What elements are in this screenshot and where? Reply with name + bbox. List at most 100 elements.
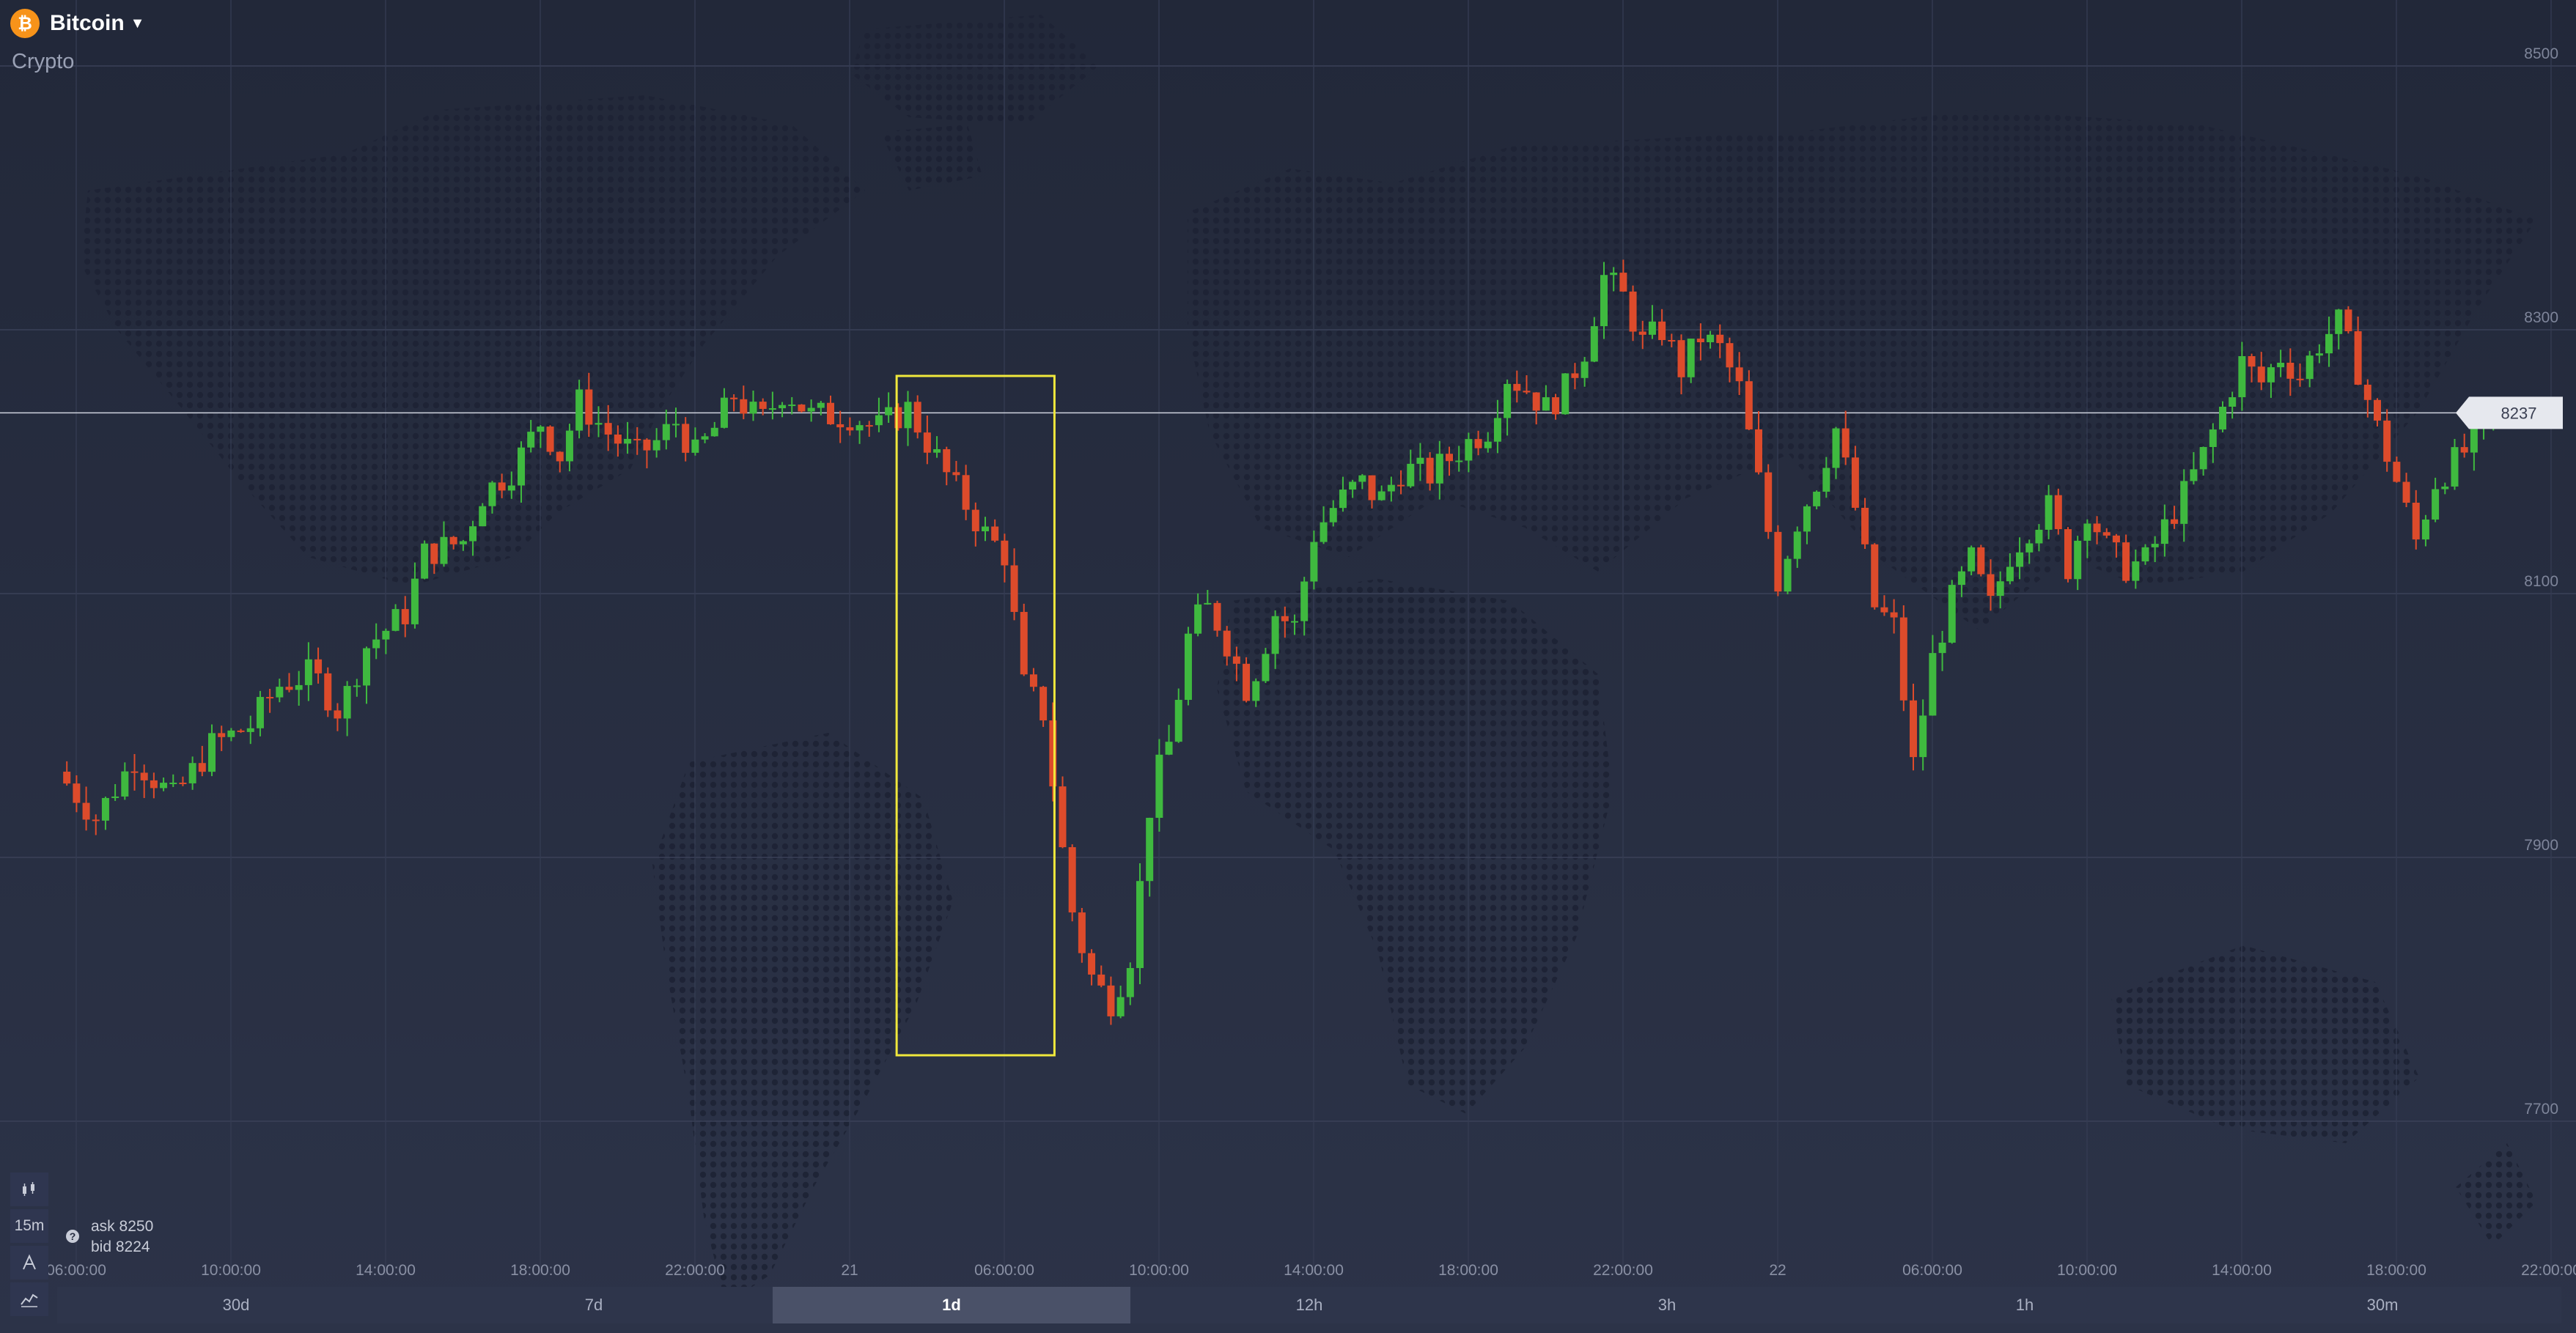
candle-body <box>1590 326 1598 362</box>
candle-body <box>1291 621 1298 623</box>
help-icon[interactable]: ? <box>66 1230 79 1243</box>
candle-body <box>1687 339 1695 377</box>
candle-body <box>1658 321 1666 341</box>
x-tick-label: 21 <box>841 1262 858 1279</box>
period-12h-button[interactable]: 12h <box>1295 1296 1323 1314</box>
candle-body <box>1919 715 1927 758</box>
drawing-tool-icon[interactable] <box>10 1246 48 1280</box>
period-7d-button[interactable]: 7d <box>584 1296 603 1314</box>
candle-body <box>1938 642 1946 654</box>
candle-body <box>604 423 612 435</box>
candle-body <box>1339 490 1347 509</box>
x-tick-label: 22 <box>1769 1262 1786 1279</box>
candle-body <box>1204 602 1212 605</box>
candle-body <box>1764 472 1773 532</box>
candle-body <box>1126 967 1134 997</box>
x-tick-label: 14:00:00 <box>1284 1262 1344 1279</box>
candle-body <box>1707 334 1715 343</box>
candle-body <box>401 609 409 624</box>
period-30m-button[interactable]: 30m <box>2366 1296 2399 1314</box>
quote-box: ask 8250 bid 8224 <box>66 1216 153 1258</box>
candle-body <box>121 771 129 797</box>
candle-body <box>2064 529 2072 580</box>
x-tick-label: 18:00:00 <box>510 1262 570 1279</box>
candle-body <box>440 536 448 564</box>
candle-body <box>518 447 525 486</box>
candle-body <box>1243 663 1251 701</box>
candle-body <box>1349 481 1357 490</box>
candle-body <box>2083 523 2091 541</box>
candle-body <box>1416 457 1424 464</box>
period-1h-button[interactable]: 1h <box>2015 1296 2034 1314</box>
ask-label: ask <box>91 1218 115 1235</box>
interval-button[interactable]: 15m <box>10 1209 48 1243</box>
candle-body <box>1580 361 1589 378</box>
candle-body <box>2402 481 2410 503</box>
candle-body <box>63 772 71 784</box>
candle-body <box>237 730 245 732</box>
period-selector: 30d 7d 1d 12h 3h 1h 30m <box>57 1287 2561 1323</box>
candle-body <box>913 402 921 433</box>
candle-body <box>2374 399 2381 421</box>
candle-body <box>2171 519 2179 524</box>
candle-body <box>382 630 390 640</box>
candle-body <box>865 425 873 427</box>
candle-body <box>682 424 690 453</box>
bid-label: bid <box>91 1238 112 1255</box>
candle-body <box>1987 574 1995 597</box>
x-tick-label: 18:00:00 <box>1438 1262 1498 1279</box>
candle-body <box>1793 531 1801 559</box>
candle-body <box>836 424 844 428</box>
candle-body <box>827 402 834 424</box>
period-30d-button[interactable]: 30d <box>222 1296 250 1314</box>
candle-body <box>1638 331 1646 335</box>
candle-body <box>1735 367 1743 382</box>
candle-body <box>2460 447 2468 453</box>
candle-body <box>788 405 796 407</box>
candle-body <box>1871 544 1879 608</box>
candle-body <box>130 771 139 773</box>
candle-body <box>2305 355 2314 380</box>
x-tick-label: 14:00:00 <box>2212 1262 2272 1279</box>
candle-body <box>1977 547 1985 575</box>
candle-body <box>1281 616 1289 621</box>
candlestick-series <box>63 259 2498 1025</box>
candle-body <box>1397 484 1405 487</box>
candle-body <box>1957 571 1965 586</box>
candle-body <box>855 425 864 431</box>
candle-body <box>1493 418 1501 442</box>
candle-body <box>933 448 941 453</box>
ask-line: ask 8250 <box>91 1216 153 1237</box>
candlestick-icon[interactable] <box>10 1173 48 1206</box>
x-tick-label: 22:00:00 <box>2521 1262 2576 1279</box>
candle-body <box>1426 457 1434 484</box>
candle-body <box>1822 468 1830 492</box>
candle-body <box>1745 381 1753 429</box>
candle-body <box>1841 428 1850 458</box>
candle-body <box>198 763 206 772</box>
period-3h-button[interactable]: 3h <box>1657 1296 1677 1314</box>
candle-body <box>1929 653 1937 716</box>
indicators-icon[interactable] <box>10 1282 48 1316</box>
candle-body <box>343 686 351 719</box>
asset-selector[interactable]: ₿ Bitcoin ▼ <box>10 9 144 38</box>
candle-body <box>488 482 496 506</box>
x-tick-label: 14:00:00 <box>356 1262 416 1279</box>
candle-body <box>1813 491 1821 506</box>
candle-body <box>546 427 554 452</box>
candle-body <box>2238 355 2246 398</box>
candle-body <box>1504 383 1512 418</box>
period-1d-button[interactable]: 1d <box>773 1287 1130 1323</box>
candle-body <box>672 424 680 426</box>
candle-body <box>1435 454 1443 484</box>
candle-body <box>943 448 951 473</box>
candle-body <box>82 802 90 820</box>
candle-body <box>2325 333 2333 354</box>
candle-body <box>2248 355 2256 367</box>
candle-body <box>923 432 931 453</box>
candle-body <box>2190 469 2198 481</box>
candle-body <box>1078 912 1086 953</box>
candle-body <box>1465 439 1473 461</box>
candle-body <box>1774 531 1782 592</box>
